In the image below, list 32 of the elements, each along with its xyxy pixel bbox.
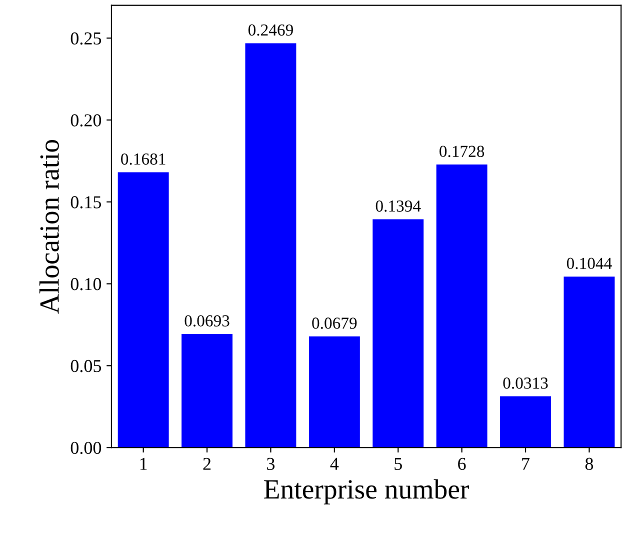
bar <box>500 396 552 448</box>
y-tick-label: 0.05 <box>70 360 102 372</box>
x-tick-label: 8 <box>585 458 594 470</box>
x-tick-label: 3 <box>267 458 275 470</box>
bar <box>564 276 615 448</box>
bar <box>118 172 169 448</box>
bar <box>308 336 360 448</box>
y-axis-title: Allocation ratio <box>39 140 59 314</box>
data-label: 0.1681 <box>121 153 166 165</box>
x-tick-label: 1 <box>140 458 147 470</box>
y-tick-label: 0.00 <box>70 442 102 454</box>
data-label: 0.0313 <box>503 378 548 389</box>
x-tick-label: 6 <box>458 458 466 470</box>
bar <box>182 334 233 448</box>
bar <box>372 219 424 448</box>
y-tick-label: 0.10 <box>70 278 102 290</box>
bar <box>245 43 296 448</box>
y-tick-label: 0.25 <box>70 32 102 45</box>
x-tick-label: 7 <box>522 458 530 470</box>
x-tick-label: 4 <box>330 458 339 470</box>
data-label: 0.2469 <box>248 24 293 36</box>
data-label: 0.1044 <box>566 258 612 270</box>
data-label: 0.0679 <box>312 318 357 329</box>
x-axis-title: Enterprise number <box>264 479 470 504</box>
data-label: 0.0693 <box>184 315 230 327</box>
bar <box>436 164 488 448</box>
data-label: 0.1394 <box>376 200 421 212</box>
data-label: 0.1728 <box>440 146 484 158</box>
x-tick-label: 5 <box>394 458 402 470</box>
x-tick-label: 2 <box>203 458 211 470</box>
y-tick-label: 0.20 <box>70 114 102 127</box>
y-tick-label: 0.15 <box>70 196 102 208</box>
